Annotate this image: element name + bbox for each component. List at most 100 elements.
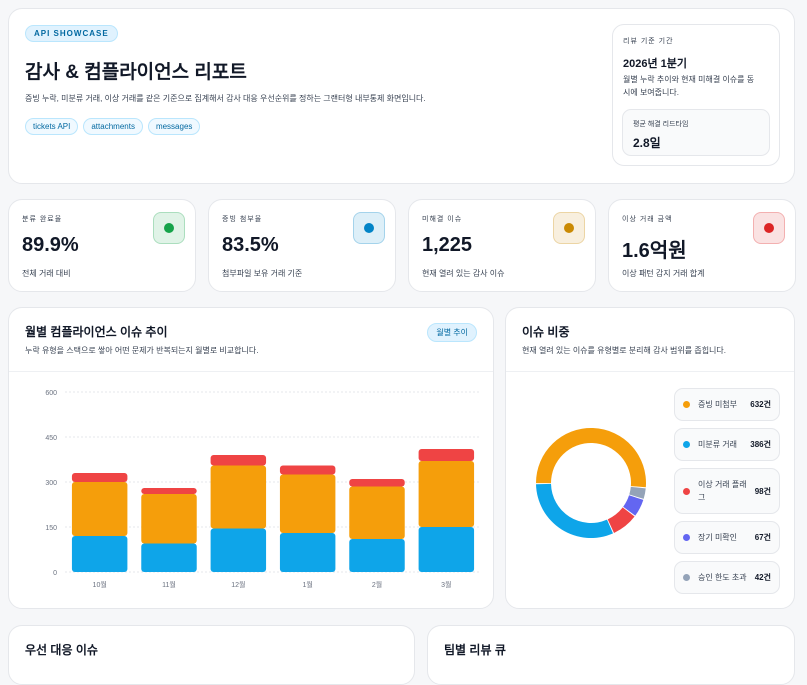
bar-segment xyxy=(418,527,475,572)
kpi-note: 전체 거래 대비 xyxy=(22,269,71,278)
kpi-card: 미해결 이슈 1,225 현재 열려 있는 감사 이슈 xyxy=(408,199,596,292)
x-tick-label: 12월 xyxy=(231,580,245,589)
bar-segment xyxy=(210,528,267,572)
icon-dot xyxy=(364,223,374,233)
legend-item: 미분류 거래 386건 xyxy=(674,428,780,461)
x-tick-label: 11월 xyxy=(162,580,176,589)
kpi-label: 분류 완료율 xyxy=(22,216,63,223)
y-tick-label: 600 xyxy=(45,390,57,397)
legend-dot xyxy=(683,441,690,448)
page-title: 감사 & 컴플라이언스 리포트 xyxy=(25,62,247,83)
chart-title: 월별 컴플라이언스 이슈 추이 xyxy=(25,325,168,339)
kpi-icon xyxy=(553,212,585,244)
bar-segment xyxy=(279,465,336,475)
period-label: 리뷰 기준 기간 xyxy=(623,38,674,45)
x-tick-label: 2월 xyxy=(372,580,382,589)
queue-card: 팀별 리뷰 큐 xyxy=(427,625,795,685)
kpi-icon xyxy=(153,212,185,244)
lead-time-value: 2.8일 xyxy=(633,136,661,150)
tags: tickets API attachments messages xyxy=(25,116,205,135)
chart-badge: 월별 추이 xyxy=(427,323,477,342)
kpi-icon xyxy=(753,212,785,244)
y-tick-label: 0 xyxy=(53,570,57,577)
bar-segment xyxy=(349,539,405,572)
legend-item: 이상 거래 플래그 98건 xyxy=(674,468,780,514)
chart-title: 이슈 비중 xyxy=(522,325,570,339)
legend-dot xyxy=(683,574,690,581)
kpi-label: 증빙 첨부율 xyxy=(222,216,263,223)
donut-segment xyxy=(536,428,646,488)
bar-segment xyxy=(210,455,267,466)
donut-chart xyxy=(536,428,646,538)
x-tick-label: 10월 xyxy=(93,580,107,589)
legend-value: 386건 xyxy=(750,440,771,449)
legend-label: 승인 한도 초과 xyxy=(698,573,747,582)
kpi-label: 이상 거래 금액 xyxy=(622,216,673,223)
kpi-note: 이상 패턴 감지 거래 합계 xyxy=(622,269,705,278)
kpi-value: 83.5% xyxy=(222,234,279,256)
bar-segment xyxy=(71,536,128,572)
legend-value: 632건 xyxy=(750,400,771,409)
trend-card: 월별 컴플라이언스 이슈 추이 월별 추이 누락 유형을 스택으로 쌓아 어떤 … xyxy=(8,307,494,609)
bar-segment xyxy=(418,449,475,461)
x-tick-label: 3월 xyxy=(441,580,451,589)
x-tick-label: 1월 xyxy=(302,580,312,589)
kpi-value: 1.6억원 xyxy=(622,240,687,262)
bar-segment xyxy=(210,465,267,529)
bar-segment xyxy=(71,482,128,536)
legend-value: 67건 xyxy=(754,533,771,542)
legend-dot xyxy=(683,487,690,495)
donut-segment xyxy=(623,495,644,516)
legend-label: 미분류 거래 xyxy=(698,440,738,449)
icon-dot xyxy=(764,223,774,233)
tag: tickets API xyxy=(25,118,79,135)
legend-item: 증빙 미첨부 632건 xyxy=(674,388,780,421)
header-card: API SHOWCASE 감사 & 컴플라이언스 리포트 증빙 누락, 미분류 … xyxy=(8,8,795,184)
divider xyxy=(506,371,794,372)
kpi-note: 현재 열려 있는 감사 이슈 xyxy=(422,269,505,278)
bar-segment xyxy=(349,479,405,487)
kpi-icon xyxy=(353,212,385,244)
donut-segment xyxy=(536,483,614,538)
priority-card: 우선 대응 이슈 xyxy=(8,625,415,685)
page: audit report {"header": {"badge": "API S… xyxy=(8,8,796,685)
legend-item: 승인 한도 초과 42건 xyxy=(674,561,780,594)
bar-segment xyxy=(349,486,405,539)
y-tick-label: 150 xyxy=(45,525,57,532)
bar-chart: 0 150 300 450 600 10월 11월 12월 1월 2월 3월 xyxy=(45,390,481,589)
period-card: 리뷰 기준 기간 2026년 1분기 월별 누락 추이와 현재 미해결 이슈를 … xyxy=(612,24,780,166)
legend-label: 장기 미확인 xyxy=(698,533,738,542)
badge: API SHOWCASE xyxy=(25,25,118,42)
period-description: 월별 누락 추이와 현재 미해결 이슈를 동시에 보여줍니다. xyxy=(623,75,755,97)
bar-segment xyxy=(141,543,197,572)
chart-subtitle: 누락 유형을 스택으로 쌓아 어떤 문제가 반복되는지 월별로 비교합니다. xyxy=(25,346,259,355)
y-tick-label: 450 xyxy=(45,435,57,442)
legend-item: 장기 미확인 67건 xyxy=(674,521,780,554)
icon-dot xyxy=(164,223,174,233)
body: API SHOWCASE 감사 & 컴플라이언스 리포트 증빙 누락, 미분류 … xyxy=(8,8,796,685)
legend-dot xyxy=(683,401,690,408)
page-description: 증빙 누락, 미분류 거래, 이상 거래를 같은 기준으로 집계해서 감사 대응… xyxy=(25,94,426,103)
divider xyxy=(9,371,493,372)
bar-segment xyxy=(279,474,336,533)
icon-dot xyxy=(564,223,574,233)
section-title: 팀별 리뷰 큐 xyxy=(444,643,506,657)
y-tick-label: 300 xyxy=(45,480,57,487)
kpi-card: 분류 완료율 89.9% 전체 거래 대비 xyxy=(8,199,196,292)
legend-value: 42건 xyxy=(754,573,771,582)
legend-dot xyxy=(683,534,690,541)
tag: messages xyxy=(147,118,201,135)
bar-segment xyxy=(418,461,475,527)
kpi-card: 증빙 첨부율 83.5% 첨부파일 보유 거래 기준 xyxy=(208,199,396,292)
bar-segment xyxy=(71,473,128,482)
chart-subtitle: 현재 열려 있는 이슈를 유형별로 분리해 감사 범위를 좁힙니다. xyxy=(522,346,727,355)
kpi-value: 89.9% xyxy=(22,234,79,256)
legend-value: 98건 xyxy=(754,486,771,496)
donut-segment xyxy=(607,507,635,533)
legend-label: 이상 거래 플래그 xyxy=(698,480,747,502)
bar-segment xyxy=(141,488,197,494)
tag: attachments xyxy=(83,118,143,135)
lead-time-label: 평균 해결 리드타임 xyxy=(633,121,689,128)
